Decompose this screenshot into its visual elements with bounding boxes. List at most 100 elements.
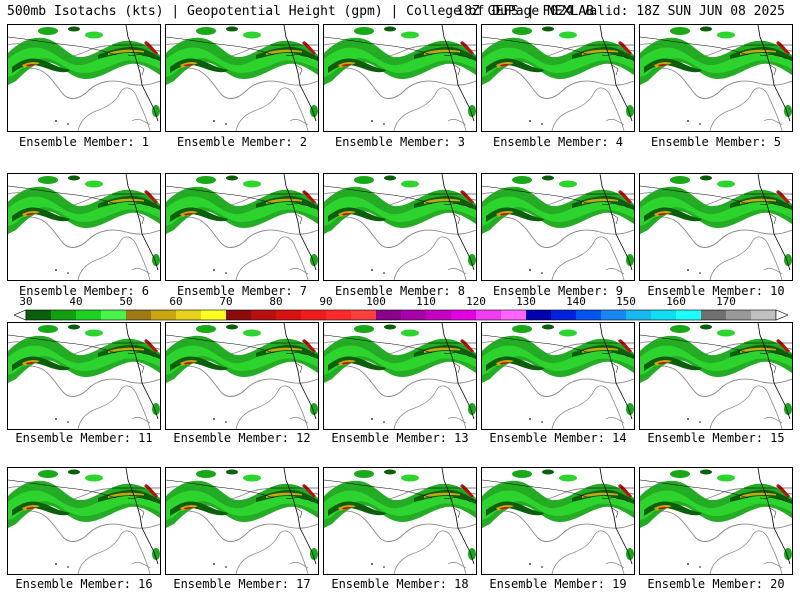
map-panel-member-13 [323, 322, 477, 430]
map-panel-member-9 [481, 173, 635, 281]
colorbar-swatch [126, 310, 152, 320]
isotach-map [324, 468, 476, 574]
colorbar-swatch [676, 310, 702, 320]
map-panel-member-7 [165, 173, 319, 281]
colorbar-tick-label: 30 [19, 295, 33, 308]
map-panel-member-15 [639, 322, 793, 430]
colorbar-tick-label: 170 [716, 295, 736, 308]
colorbar-swatch [476, 310, 502, 320]
colorbar-swatch [426, 310, 452, 320]
header-valid-time: 18Z GEFS | F024 Valid: 18Z SUN JUN 08 20… [456, 4, 785, 19]
isotach-map [324, 323, 476, 429]
map-panel-member-10 [639, 173, 793, 281]
member-label: Ensemble Member: 13 [331, 431, 469, 445]
isotach-map [640, 468, 792, 574]
member-label: Ensemble Member: 17 [173, 577, 311, 591]
colorbar-swatch [376, 310, 402, 320]
colorbar-strip [14, 309, 788, 321]
isotach-map [8, 174, 160, 280]
isotach-map [8, 468, 160, 574]
colorbar-swatch [76, 310, 102, 320]
colorbar-swatch [726, 310, 752, 320]
member-label: Ensemble Member: 3 [334, 135, 466, 149]
member-label: Ensemble Member: 7 [176, 284, 308, 298]
isotach-map [166, 25, 318, 131]
colorbar: 30 40 50 60 70 80 90 100 110 120 130 140 150 160 170 [14, 295, 788, 321]
map-panel-member-2 [165, 24, 319, 132]
colorbar-swatch [551, 310, 577, 320]
header: 500mb Isotachs (kts) | Geopotential Heig… [0, 0, 800, 24]
colorbar-swatch [176, 310, 202, 320]
colorbar-tick-label: 80 [269, 295, 283, 308]
header-title: 500mb Isotachs (kts) | Geopotential Heig… [7, 4, 594, 19]
colorbar-swatch [751, 310, 777, 320]
colorbar-swatch [226, 310, 252, 320]
colorbar-tick-label: 160 [666, 295, 686, 308]
colorbar-tick-label: 140 [566, 295, 586, 308]
colorbar-swatch [276, 310, 302, 320]
isotach-map [166, 323, 318, 429]
colorbar-swatch [576, 310, 602, 320]
member-label: Ensemble Member: 20 [647, 577, 785, 591]
colorbar-swatch [501, 310, 527, 320]
map-panel-member-3 [323, 24, 477, 132]
member-label: Ensemble Member: 14 [489, 431, 627, 445]
colorbar-swatch [326, 310, 352, 320]
member-label: Ensemble Member: 8 [334, 284, 466, 298]
colorbar-tick-label: 120 [466, 295, 486, 308]
colorbar-swatch [151, 310, 177, 320]
member-label: Ensemble Member: 10 [647, 284, 785, 298]
member-label: Ensemble Member: 18 [331, 577, 469, 591]
colorbar-swatch [651, 310, 677, 320]
colorbar-swatch [526, 310, 552, 320]
colorbar-swatch [601, 310, 627, 320]
isotach-map [482, 25, 634, 131]
colorbar-tick-label: 50 [119, 295, 133, 308]
map-panel-member-18 [323, 467, 477, 575]
isotach-map [8, 323, 160, 429]
member-label: Ensemble Member: 9 [492, 284, 624, 298]
isotach-map [324, 174, 476, 280]
isotach-map [482, 174, 634, 280]
colorbar-swatch [201, 310, 227, 320]
isotach-map [640, 25, 792, 131]
map-panel-member-11 [7, 322, 161, 430]
map-panel-member-1 [7, 24, 161, 132]
member-label: Ensemble Member: 5 [650, 135, 782, 149]
colorbar-swatch [26, 310, 52, 320]
map-panel-member-17 [165, 467, 319, 575]
isotach-map [482, 323, 634, 429]
map-panel-member-12 [165, 322, 319, 430]
member-label: Ensemble Member: 16 [15, 577, 153, 591]
map-panel-member-14 [481, 322, 635, 430]
colorbar-tick-label: 100 [366, 295, 386, 308]
colorbar-swatch [51, 310, 77, 320]
colorbar-tick-label: 150 [616, 295, 636, 308]
member-label: Ensemble Member: 12 [173, 431, 311, 445]
member-label: Ensemble Member: 1 [18, 135, 150, 149]
colorbar-swatch [251, 310, 277, 320]
map-panel-member-19 [481, 467, 635, 575]
member-label: Ensemble Member: 6 [18, 284, 150, 298]
map-panel-member-6 [7, 173, 161, 281]
colorbar-tick-label: 110 [416, 295, 436, 308]
colorbar-tick-label: 60 [169, 295, 183, 308]
member-label: Ensemble Member: 4 [492, 135, 624, 149]
colorbar-tick-label: 70 [219, 295, 233, 308]
colorbar-swatch [401, 310, 427, 320]
member-label: Ensemble Member: 19 [489, 577, 627, 591]
map-panel-member-5 [639, 24, 793, 132]
isotach-map [482, 468, 634, 574]
member-label: Ensemble Member: 11 [15, 431, 153, 445]
colorbar-swatch [626, 310, 652, 320]
colorbar-max-arrow [775, 309, 788, 321]
isotach-map [166, 174, 318, 280]
colorbar-swatch [451, 310, 477, 320]
member-label: Ensemble Member: 15 [647, 431, 785, 445]
isotach-map [640, 174, 792, 280]
member-label: Ensemble Member: 2 [176, 135, 308, 149]
isotach-map [8, 25, 160, 131]
colorbar-tick-label: 90 [319, 295, 333, 308]
isotach-map [324, 25, 476, 131]
colorbar-min-arrow [14, 309, 27, 321]
